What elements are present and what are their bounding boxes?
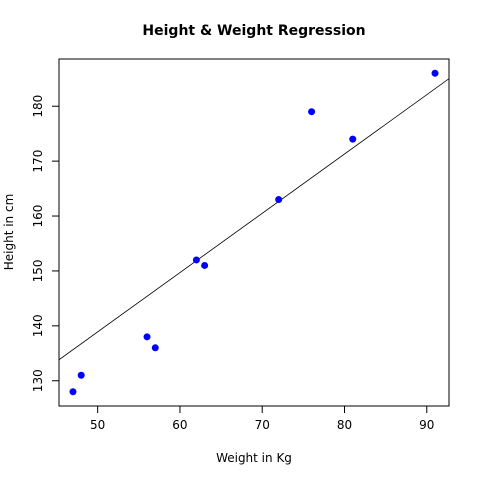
y-tick-label: 170: [31, 150, 45, 173]
data-point: [308, 108, 316, 116]
data-point: [143, 333, 151, 341]
y-tick-label: 150: [31, 259, 45, 282]
x-tick-label: 60: [172, 418, 187, 432]
x-tick-label: 70: [255, 418, 270, 432]
data-point: [69, 388, 77, 396]
x-tick-label: 50: [90, 418, 105, 432]
y-tick-label: 180: [31, 95, 45, 118]
x-tick-label: 90: [419, 418, 434, 432]
plot-area: [59, 69, 449, 396]
plot-frame: [58, 58, 450, 407]
data-point: [349, 135, 357, 143]
data-point: [201, 261, 209, 269]
x-axis: 50 60 70 80 90: [90, 406, 434, 432]
chart-title: Height & Weight Regression: [142, 23, 365, 39]
data-point: [77, 371, 85, 379]
data-point: [151, 344, 159, 352]
data-point: [275, 196, 283, 204]
y-tick-label: 140: [31, 314, 45, 337]
y-tick-label: 130: [31, 369, 45, 392]
x-axis-label: Weight in Kg: [216, 451, 292, 465]
data-point: [431, 69, 439, 77]
x-tick-label: 80: [337, 418, 352, 432]
y-axis: 130 140 150 160 170 180: [31, 95, 59, 392]
data-point: [192, 256, 200, 264]
regression-line: [59, 78, 449, 361]
y-axis-label: Height in cm: [2, 194, 16, 271]
y-tick-label: 160: [31, 205, 45, 228]
